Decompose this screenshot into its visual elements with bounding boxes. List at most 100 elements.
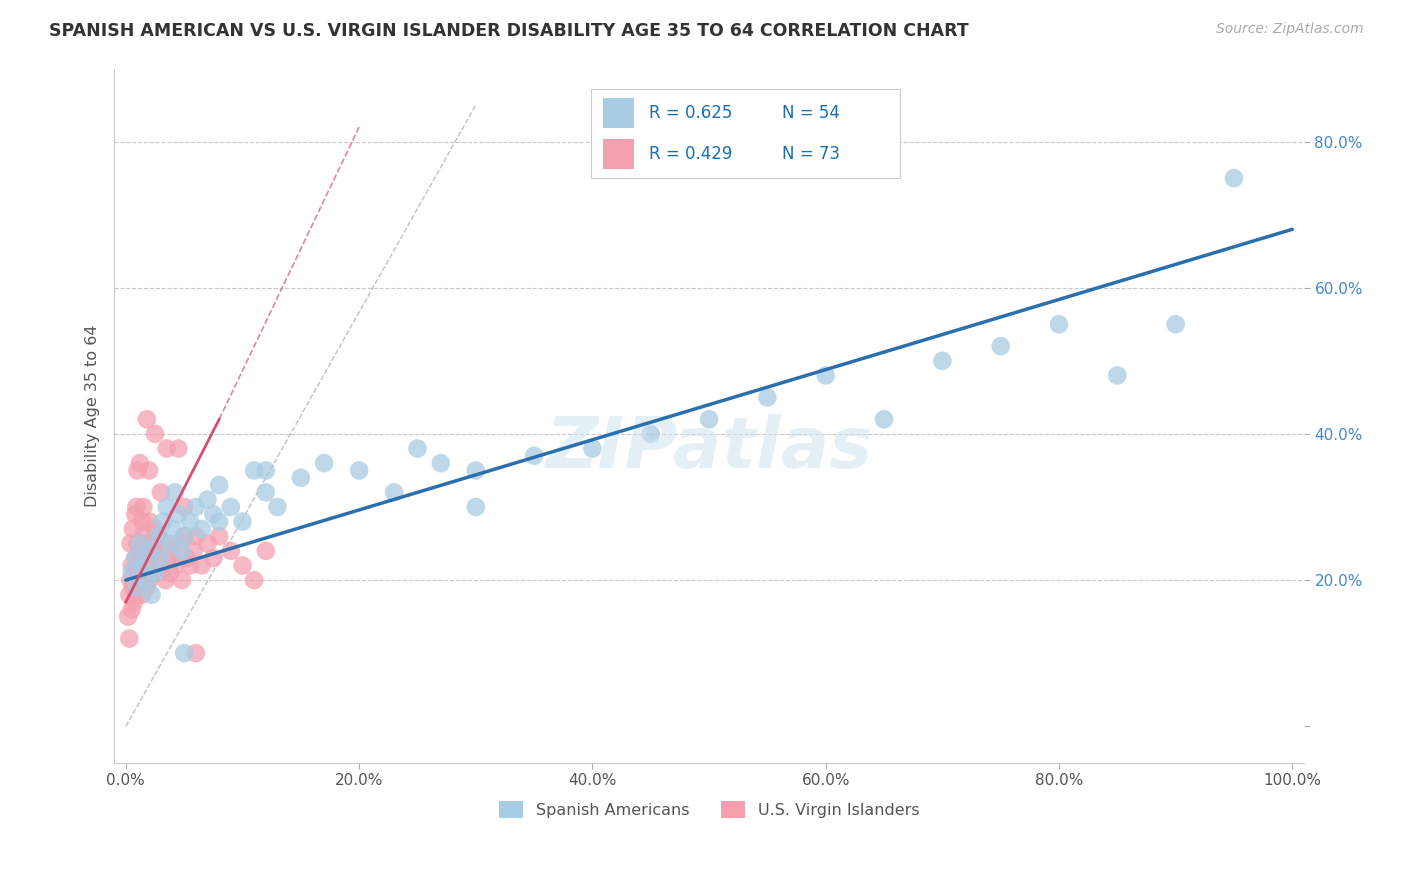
Point: [464, 463, 486, 477]
Point: [121, 522, 143, 536]
Point: [266, 500, 288, 514]
Point: [132, 500, 155, 514]
Text: R = 0.429: R = 0.429: [650, 145, 733, 163]
Point: [931, 354, 953, 368]
Point: [156, 500, 179, 514]
Point: [156, 551, 179, 566]
Point: [127, 581, 149, 595]
Point: [254, 544, 277, 558]
Text: ZIPatlas: ZIPatlas: [546, 414, 873, 483]
Point: [581, 442, 603, 456]
Point: [162, 544, 184, 558]
Point: [152, 536, 174, 550]
Point: [128, 456, 150, 470]
Point: [127, 536, 149, 550]
Point: [202, 551, 225, 566]
Point: [382, 485, 405, 500]
Point: [138, 536, 160, 550]
Point: [254, 463, 277, 477]
Point: [135, 412, 157, 426]
Text: N = 73: N = 73: [782, 145, 841, 163]
Point: [117, 609, 139, 624]
Text: Source: ZipAtlas.com: Source: ZipAtlas.com: [1216, 22, 1364, 37]
Point: [134, 573, 156, 587]
Point: [155, 573, 177, 587]
Point: [173, 500, 195, 514]
Point: [640, 426, 662, 441]
Point: [173, 529, 195, 543]
Point: [122, 595, 145, 609]
Point: [464, 500, 486, 514]
Point: [990, 339, 1012, 353]
Point: [143, 522, 166, 536]
Point: [254, 485, 277, 500]
Point: [138, 515, 160, 529]
Point: [141, 566, 163, 580]
Point: [143, 426, 166, 441]
Point: [132, 558, 155, 573]
Point: [756, 390, 779, 404]
Point: [179, 515, 201, 529]
Point: [149, 485, 172, 500]
Point: [219, 544, 242, 558]
Point: [184, 500, 207, 514]
Point: [159, 566, 181, 580]
Point: [290, 471, 312, 485]
Text: SPANISH AMERICAN VS U.S. VIRGIN ISLANDER DISABILITY AGE 35 TO 64 CORRELATION CHA: SPANISH AMERICAN VS U.S. VIRGIN ISLANDER…: [49, 22, 969, 40]
Point: [139, 551, 162, 566]
Point: [697, 412, 720, 426]
Point: [190, 522, 212, 536]
Point: [190, 558, 212, 573]
Point: [159, 536, 181, 550]
Point: [162, 522, 184, 536]
Point: [173, 646, 195, 660]
Point: [197, 536, 219, 550]
Point: [125, 588, 148, 602]
Point: [167, 536, 190, 550]
Point: [208, 478, 231, 492]
Y-axis label: Disability Age 35 to 64: Disability Age 35 to 64: [86, 325, 100, 507]
Point: [814, 368, 837, 383]
Point: [121, 602, 143, 616]
Point: [243, 573, 266, 587]
Point: [179, 558, 201, 573]
Point: [135, 573, 157, 587]
Point: [142, 544, 165, 558]
Point: [120, 573, 142, 587]
Text: R = 0.625: R = 0.625: [650, 104, 733, 122]
Point: [170, 573, 193, 587]
Point: [132, 558, 155, 573]
Point: [138, 573, 160, 587]
Point: [163, 558, 186, 573]
Point: [125, 500, 148, 514]
Point: [173, 529, 195, 543]
Point: [231, 515, 253, 529]
Point: [149, 558, 172, 573]
Point: [145, 544, 167, 558]
Point: [124, 508, 146, 522]
Point: [138, 544, 160, 558]
Point: [406, 442, 429, 456]
Point: [219, 500, 242, 514]
FancyBboxPatch shape: [603, 139, 634, 169]
Point: [208, 515, 231, 529]
Point: [124, 551, 146, 566]
Point: [873, 412, 896, 426]
Point: [121, 558, 143, 573]
Point: [146, 566, 169, 580]
FancyBboxPatch shape: [603, 98, 634, 128]
Point: [128, 544, 150, 558]
Point: [118, 588, 141, 602]
Point: [141, 588, 163, 602]
Point: [135, 581, 157, 595]
Point: [148, 529, 170, 543]
Point: [124, 566, 146, 580]
Point: [163, 485, 186, 500]
Point: [131, 515, 153, 529]
Point: [127, 573, 149, 587]
Point: [152, 515, 174, 529]
Point: [183, 544, 205, 558]
Point: [202, 508, 225, 522]
Point: [132, 529, 155, 543]
Point: [184, 646, 207, 660]
